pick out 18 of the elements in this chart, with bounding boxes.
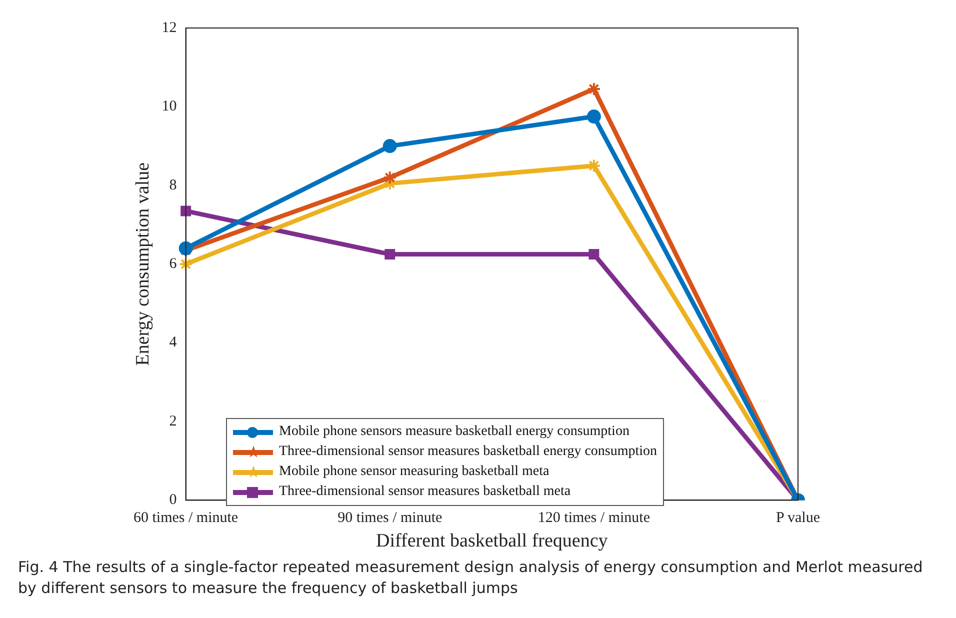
x-axis-title: Different basketball frequency (376, 530, 608, 552)
y-tick-label: 6 (169, 256, 178, 272)
y-tick-label: 4 (169, 334, 178, 351)
legend-label: Mobile phone sensor measuring basketball meta (279, 464, 550, 480)
y-tick-label: 0 (169, 492, 177, 508)
legend-label: Three-dimensional sensor measures basketball energy consumption (279, 444, 658, 460)
y-tick-label: 12 (162, 20, 177, 36)
y-tick-label: 2 (169, 413, 177, 430)
x-tick-label: P value (776, 510, 820, 526)
x-tick-label: 120 times / minute (538, 510, 650, 526)
y-tick-label: 10 (162, 98, 177, 115)
x-tick-label: 90 times / minute (338, 510, 442, 526)
legend-label: Three-dimensional sensor measures basketball meta (279, 484, 571, 500)
y-tick-label: 8 (169, 177, 177, 194)
caption: Fig. 4 The results of a single-factor repeated measurement design analysis of energy consumption and Merlot measured by different sensors to measure the frequency of basketball jumps (17, 557, 924, 599)
y-axis-title: Energy consumption value (132, 162, 154, 366)
legend-label: Mobile phone sensors measure basketball energy consumption (279, 424, 630, 440)
x-tick-label: 60 times / minute (134, 510, 238, 526)
